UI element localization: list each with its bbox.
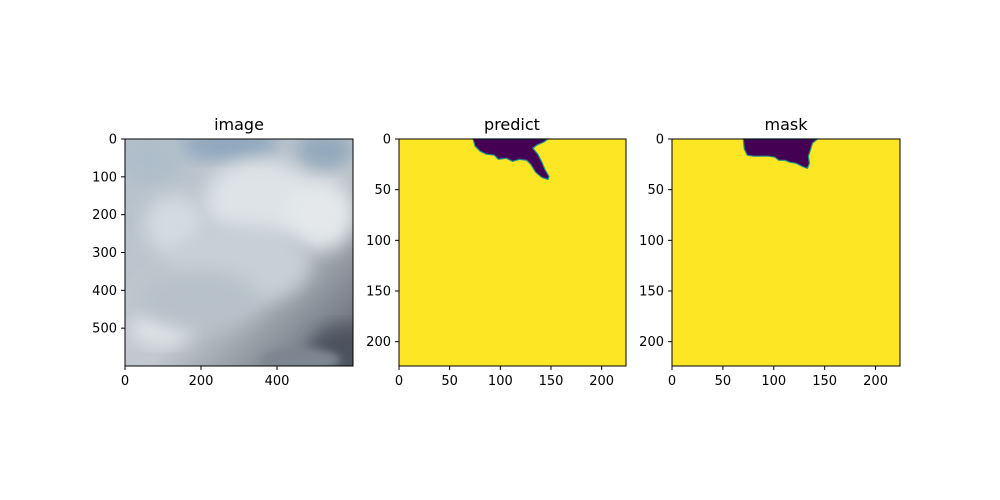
ticks-mask: 0 50 100 150 200 0 50 100 150 200 [639,133,888,390]
axes-frame-predict [398,138,627,367]
x-tick-label: 0 [668,374,676,389]
ticks-predict: 0 50 100 150 200 0 50 100 150 200 [366,133,614,390]
x-tick-label: 150 [539,374,564,389]
title-image: image [214,115,264,134]
ticks-image: 0 200 400 0 100 200 300 400 500 [92,133,289,390]
x-tick-label: 50 [441,374,458,389]
y-tick-label: 100 [366,234,391,249]
y-tick-label: 0 [656,133,664,148]
x-tick-label: 150 [812,374,837,389]
mask-background-mask [672,139,900,366]
x-tick-label: 0 [395,374,403,389]
y-tick-label: 500 [92,322,117,337]
y-tick-label: 100 [639,234,664,249]
y-tick-label: 400 [92,284,117,299]
y-tick-label: 150 [366,285,391,300]
y-tick-label: 0 [109,133,117,148]
y-tick-label: 50 [374,183,391,198]
panel-predict: predict 0 50 100 150 200 0 50 100 150 200 [366,115,627,390]
panel-mask: mask 0 50 100 150 200 0 50 100 150 200 [639,115,901,390]
y-tick-label: 300 [92,246,117,261]
x-tick-label: 400 [265,374,290,389]
x-tick-label: 200 [863,374,888,389]
x-tick-label: 100 [761,374,786,389]
mask-background-predict [399,139,626,366]
y-tick-label: 150 [639,285,664,300]
x-tick-label: 200 [189,374,214,389]
x-tick-label: 200 [589,374,614,389]
y-tick-label: 200 [366,335,391,350]
region-predict [472,138,550,181]
y-tick-label: 0 [383,133,391,148]
axes-frame-mask [671,138,901,367]
panel-image: image 0 200 400 0 100 200 300 400 500 [92,115,354,390]
y-tick-label: 100 [92,170,117,185]
x-tick-label: 0 [121,374,129,389]
title-mask: mask [765,115,809,134]
region-mask [742,138,820,170]
x-tick-label: 100 [488,374,513,389]
x-tick-label: 50 [715,374,732,389]
y-tick-label: 50 [647,183,664,198]
y-tick-label: 200 [639,335,664,350]
y-tick-label: 200 [92,208,117,223]
title-predict: predict [484,115,540,134]
cloud-photo [125,139,353,366]
